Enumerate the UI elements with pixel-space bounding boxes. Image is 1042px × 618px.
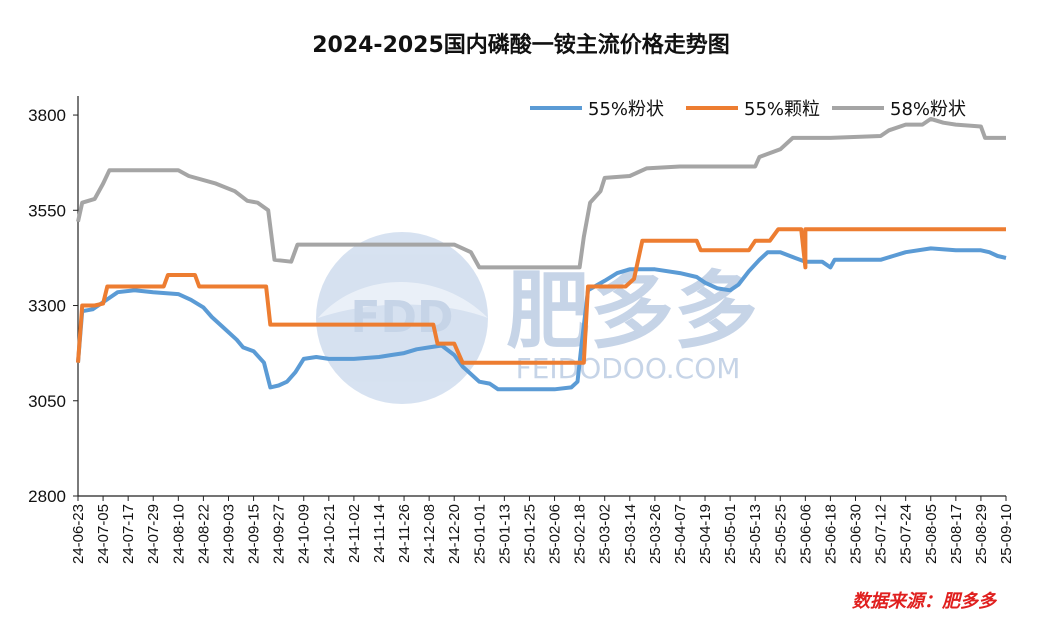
series-line-58-powder <box>76 116 1006 270</box>
x-tick-label: 24-09-03 <box>220 504 237 564</box>
x-tick-label: 24-11-02 <box>346 504 363 563</box>
y-tick-label: 3800 <box>28 106 66 125</box>
x-tick-label: 25-05-13 <box>747 504 764 564</box>
y-tick-label: 3050 <box>28 392 66 411</box>
x-tick-label: 24-12-08 <box>421 504 438 564</box>
x-tick-label: 24-08-22 <box>195 504 212 564</box>
series-line-55-granular <box>76 227 1006 365</box>
legend-label-55-granular: 55%颗粒 <box>744 99 820 120</box>
y-tick-label: 3300 <box>28 297 66 316</box>
x-tick-label: 25-04-19 <box>697 504 714 564</box>
y-tick-label: 2800 <box>28 487 66 506</box>
series-lines <box>76 116 1007 392</box>
chart-title: 2024-2025国内磷酸一铵主流价格走势图 <box>312 32 730 58</box>
legend: 55%粉状 55%颗粒 58%粉状 <box>530 99 966 120</box>
x-tick-label: 25-05-01 <box>722 504 739 564</box>
x-tick-label: 24-06-23 <box>70 504 87 564</box>
x-tick-label: 24-07-29 <box>145 504 162 564</box>
x-tick-label: 25-01-01 <box>471 504 488 564</box>
x-tick-label: 25-07-24 <box>898 504 915 564</box>
x-tick-label: 24-10-09 <box>296 504 313 564</box>
x-tick-label: 25-08-17 <box>948 504 965 564</box>
series-line-55-powder <box>76 246 1007 392</box>
x-tick-label: 25-01-13 <box>496 504 513 564</box>
watermark-logo-swoosh <box>318 282 488 318</box>
watermark-name: 肥多多 <box>506 262 758 360</box>
x-tick-label: 24-11-14 <box>371 504 388 563</box>
x-tick-label: 24-11-26 <box>396 504 413 563</box>
x-tick-label: 24-07-05 <box>95 504 112 564</box>
x-tick-label: 24-09-27 <box>271 504 288 564</box>
x-tick-label: 25-02-06 <box>547 504 564 564</box>
legend-label-58-powder: 58%粉状 <box>890 99 966 120</box>
x-tick-label: 25-03-02 <box>597 504 614 564</box>
x-tick-label: 24-08-10 <box>170 504 187 564</box>
x-axis-ticks: 24-06-23 24-07-05 24-07-17 24-07-29 24-08-10… <box>70 496 1015 564</box>
source-note: 数据来源：肥多多 <box>852 591 998 612</box>
x-tick-label: 25-04-07 <box>672 504 689 564</box>
x-tick-label: 25-08-29 <box>973 504 990 564</box>
x-tick-label: 24-12-20 <box>446 504 463 564</box>
watermark-url: FEIDODOO.COM <box>516 352 741 385</box>
x-tick-label: 25-03-26 <box>647 504 664 564</box>
x-tick-label: 25-09-10 <box>998 504 1015 564</box>
watermark: FDD 肥多多 FEIDODOO.COM <box>316 232 758 404</box>
x-tick-label: 24-09-15 <box>246 504 263 564</box>
x-tick-label: 25-08-05 <box>923 504 940 564</box>
x-tick-label: 25-01-25 <box>521 504 538 564</box>
y-tick-label: 3550 <box>28 201 66 220</box>
watermark-brand: FDD <box>350 292 453 343</box>
x-tick-label: 25-03-14 <box>622 504 639 564</box>
x-tick-label: 25-05-25 <box>772 504 789 564</box>
watermark-logo-circle <box>316 232 488 404</box>
x-tick-label: 25-06-06 <box>797 504 814 564</box>
x-tick-label: 25-06-30 <box>848 504 865 564</box>
x-tick-label: 24-07-17 <box>120 504 137 564</box>
x-tick-label: 25-06-18 <box>822 504 839 564</box>
legend-label-55-powder: 55%粉状 <box>588 99 664 120</box>
y-axis-ticks: 2800 3050 3300 3550 3800 <box>28 106 78 506</box>
x-tick-label: 25-02-18 <box>572 504 589 564</box>
x-tick-label: 25-07-12 <box>873 504 890 564</box>
x-tick-label: 24-10-21 <box>321 504 338 564</box>
